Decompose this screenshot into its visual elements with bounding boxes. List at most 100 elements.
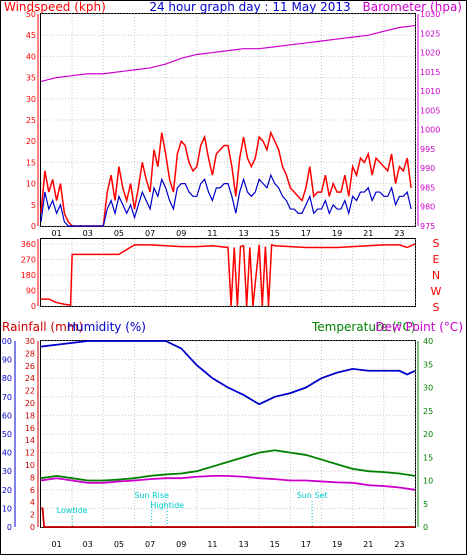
direction-tick: 0 <box>31 302 36 311</box>
x-tick-label: 07 <box>145 229 155 238</box>
chart-title: 24 hour graph day : 11 May 2013 <box>149 0 350 14</box>
barometer-tick: 990 <box>420 164 435 173</box>
temperature-tick: 0 <box>423 523 428 532</box>
windspeed-tick: 35 <box>26 74 36 83</box>
barometer-line <box>40 24 416 83</box>
windspeed-gust-line <box>40 130 412 227</box>
humidity-tick: 30 <box>2 467 12 476</box>
annotation-label: Sun Rise <box>134 491 169 500</box>
rainfall-tick: 6 <box>30 486 35 495</box>
windspeed-ticks: 0 5 10 15 20 25 30 35 40 45 50 <box>26 10 39 231</box>
x-tick-label: 21 <box>363 229 373 238</box>
windspeed-tick: 25 <box>26 116 36 125</box>
x-tick-label: 03 <box>83 540 93 549</box>
wind-panel-series <box>40 24 416 227</box>
wind-panel-grid <box>41 13 416 227</box>
rainfall-tick: 2 <box>30 511 35 520</box>
rainfall-tick: 10 <box>25 461 35 470</box>
rainfall-tick: 20 <box>25 399 35 408</box>
x-tick-label: 01 <box>51 229 61 238</box>
x-tick-label: 23 <box>394 540 404 549</box>
rainfall-line <box>41 507 415 528</box>
humidity-tick: 50 <box>2 430 12 439</box>
humidity-tick: 10 <box>2 504 12 513</box>
direction-ticks: 0 90 180 270 360 <box>21 239 39 311</box>
x-tick-label: 03 <box>83 229 93 238</box>
rainfall-tick: 22 <box>25 387 35 396</box>
barometer-ticks: 975 980 985 990 995 1000 1005 1010 1015 1020 1025 1… <box>417 10 440 231</box>
barometer-tick: 995 <box>420 145 435 154</box>
humidity-tick: 0 <box>7 523 12 532</box>
barometer-axis-title: Barometer (hpa) <box>363 0 462 14</box>
temperature-tick: 20 <box>423 430 433 439</box>
x-tick-label: 15 <box>270 540 280 549</box>
compass-label: N <box>432 269 440 282</box>
windspeed-tick: 20 <box>26 137 36 146</box>
rainfall-tick: 14 <box>25 436 35 445</box>
humidity-ticks: 0 10 20 30 40 50 60 70 80 90 100 <box>0 337 16 532</box>
direction-tick: 270 <box>21 256 36 265</box>
temperature-ticks: 0 5 10 15 20 25 30 35 40 <box>417 337 433 532</box>
rainfall-tick: 8 <box>30 473 35 482</box>
windspeed-tick: 5 <box>31 201 36 210</box>
x-tick-label: 19 <box>332 229 342 238</box>
windspeed-tick: 45 <box>26 31 36 40</box>
barometer-tick: 1010 <box>420 87 440 96</box>
x-tick-label: 05 <box>114 229 124 238</box>
compass-label: E <box>433 253 440 266</box>
rainfall-tick: 24 <box>25 374 35 383</box>
annotation-label: Sun Set <box>297 491 328 500</box>
temperature-axis-title: Temperature (°C) <box>311 320 416 334</box>
x-tick-label: 17 <box>301 229 311 238</box>
wind-direction-line <box>41 243 416 307</box>
x-tick-label: 11 <box>207 229 217 238</box>
temperature-tick: 30 <box>423 384 433 393</box>
x-tick-label: 09 <box>176 540 186 549</box>
humidity-axis-title: Humidity (%) <box>67 320 146 334</box>
windspeed-tick: 10 <box>26 180 36 189</box>
direction-tick: 360 <box>21 240 36 249</box>
direction-series <box>41 243 416 307</box>
wind-panel-x-ticks: 01 03 05 07 09 11 13 15 17 19 21 23 <box>51 229 404 238</box>
barometer-tick: 975 <box>420 222 435 231</box>
direction-tick: 180 <box>21 271 36 280</box>
humidity-tick: 70 <box>2 393 12 402</box>
temperature-line <box>40 449 416 482</box>
rainfall-axis-title: Rainfall (mm) <box>2 320 83 334</box>
barometer-tick: 1030 <box>420 10 440 19</box>
windspeed-tick: 40 <box>26 52 36 61</box>
x-tick-label: 23 <box>394 229 404 238</box>
x-tick-label: 11 <box>207 540 217 549</box>
x-tick-label: 15 <box>270 229 280 238</box>
compass-label: W <box>431 285 442 298</box>
barometer-tick: 980 <box>420 203 435 212</box>
rainfall-tick: 28 <box>25 349 35 358</box>
windspeed-tick: 15 <box>26 158 36 167</box>
barometer-tick: 1025 <box>420 29 440 38</box>
humidity-line <box>40 340 416 406</box>
compass-label: S <box>433 301 440 314</box>
humidity-tick: 60 <box>2 411 12 420</box>
temperature-tick: 35 <box>423 360 433 369</box>
humidity-tick: 20 <box>2 486 12 495</box>
rainfall-tick: 16 <box>25 424 35 433</box>
windspeed-tick: 50 <box>26 10 36 19</box>
temperature-tick: 40 <box>423 337 433 346</box>
x-tick-label: 13 <box>238 229 248 238</box>
humidity-tick: 80 <box>2 374 12 383</box>
barometer-tick: 1020 <box>420 49 440 58</box>
barometer-tick: 1000 <box>420 126 440 135</box>
barometer-tick: 1005 <box>420 106 440 115</box>
x-tick-label: 17 <box>301 540 311 549</box>
windspeed-tick: 0 <box>31 222 36 231</box>
annotation-label: Hightide <box>150 501 184 510</box>
temperature-tick: 25 <box>423 407 433 416</box>
humidity-tick: 100 <box>0 337 12 346</box>
x-tick-label: 05 <box>114 540 124 549</box>
x-tick-label: 07 <box>145 540 155 549</box>
